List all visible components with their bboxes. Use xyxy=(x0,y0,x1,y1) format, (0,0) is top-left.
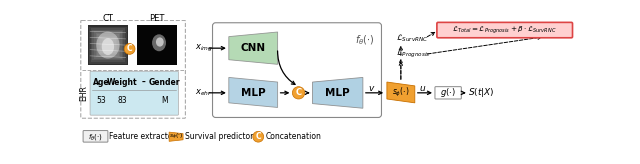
Text: –: – xyxy=(141,78,145,87)
Bar xyxy=(97,34,119,56)
Ellipse shape xyxy=(152,34,166,51)
Text: 53: 53 xyxy=(97,96,107,105)
Text: Feature extractor: Feature extractor xyxy=(109,132,176,141)
Text: 83: 83 xyxy=(117,96,127,105)
Bar xyxy=(136,25,177,65)
Bar xyxy=(91,28,125,62)
FancyBboxPatch shape xyxy=(90,71,179,115)
Text: $f_\theta(\cdot)$: $f_\theta(\cdot)$ xyxy=(88,132,103,142)
Text: $\mathcal{L}_{Total} = \mathcal{L}_{Prognosis} + \beta \cdot \mathcal{L}_{SurvRN: $\mathcal{L}_{Total} = \mathcal{L}_{Prog… xyxy=(452,24,557,36)
Text: Concatenation: Concatenation xyxy=(266,132,322,141)
Text: $\mathcal{L}_{Prognosis}$: $\mathcal{L}_{Prognosis}$ xyxy=(396,48,431,60)
Text: Weight: Weight xyxy=(106,78,137,87)
Ellipse shape xyxy=(96,32,120,59)
Text: $g(\cdot)$: $g(\cdot)$ xyxy=(440,86,456,99)
Bar xyxy=(100,37,116,53)
FancyBboxPatch shape xyxy=(437,22,573,38)
Text: Gender: Gender xyxy=(148,78,180,87)
Polygon shape xyxy=(387,82,415,103)
Text: Survival predictor: Survival predictor xyxy=(186,132,254,141)
Polygon shape xyxy=(312,77,363,108)
Text: CNN: CNN xyxy=(240,43,266,53)
Text: $s_\phi(\cdot)$: $s_\phi(\cdot)$ xyxy=(392,86,410,99)
Text: $f_\theta(\cdot)$: $f_\theta(\cdot)$ xyxy=(355,34,374,47)
Text: MLP: MLP xyxy=(241,88,265,98)
Polygon shape xyxy=(229,32,278,64)
Polygon shape xyxy=(229,77,278,107)
Bar xyxy=(95,33,120,57)
Text: $u$: $u$ xyxy=(419,84,427,93)
Circle shape xyxy=(253,131,264,142)
Bar xyxy=(88,25,128,65)
Bar xyxy=(88,25,128,65)
Text: $v$: $v$ xyxy=(368,84,376,93)
Text: $S(t|X)$: $S(t|X)$ xyxy=(467,86,494,99)
Text: $x_{img}$: $x_{img}$ xyxy=(195,43,212,54)
Text: $\mathcal{L}_{SurvRNC}$: $\mathcal{L}_{SurvRNC}$ xyxy=(396,32,429,44)
Text: CT: CT xyxy=(102,14,113,23)
Bar xyxy=(99,36,117,54)
FancyBboxPatch shape xyxy=(83,131,108,142)
Text: $x_{ehr}$: $x_{ehr}$ xyxy=(195,88,212,98)
Text: EHR: EHR xyxy=(79,85,88,101)
Ellipse shape xyxy=(102,38,114,55)
Text: $s_\phi(\cdot)$: $s_\phi(\cdot)$ xyxy=(169,132,184,142)
Text: PET: PET xyxy=(149,14,164,23)
Text: C: C xyxy=(255,132,261,141)
Text: MLP: MLP xyxy=(325,88,349,98)
Bar xyxy=(92,30,124,61)
Ellipse shape xyxy=(156,37,164,47)
Circle shape xyxy=(124,44,135,54)
Text: Age: Age xyxy=(93,78,110,87)
Bar xyxy=(102,39,114,51)
Bar xyxy=(90,27,127,64)
FancyBboxPatch shape xyxy=(435,87,461,99)
Polygon shape xyxy=(169,132,183,141)
Bar xyxy=(94,31,122,59)
Text: C: C xyxy=(296,88,301,97)
Text: M: M xyxy=(161,96,168,105)
Text: C: C xyxy=(127,44,132,53)
Circle shape xyxy=(292,87,305,99)
